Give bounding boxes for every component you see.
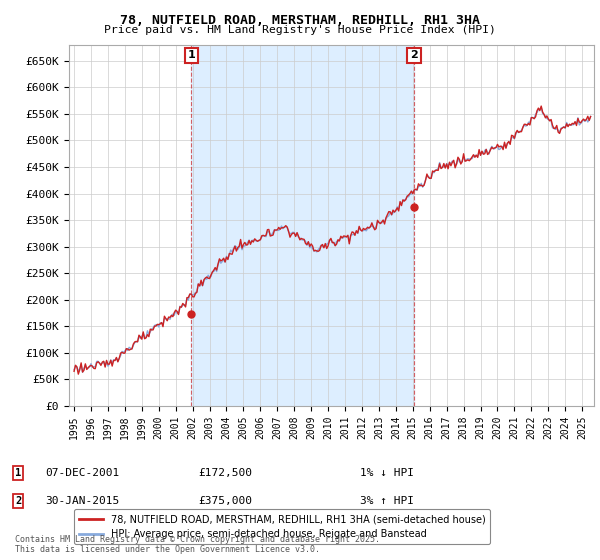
- Text: 3% ↑ HPI: 3% ↑ HPI: [360, 496, 414, 506]
- Text: 1: 1: [187, 50, 195, 60]
- Text: 1% ↓ HPI: 1% ↓ HPI: [360, 468, 414, 478]
- Text: 2: 2: [15, 496, 21, 506]
- Legend: 78, NUTFIELD ROAD, MERSTHAM, REDHILL, RH1 3HA (semi-detached house), HPI: Averag: 78, NUTFIELD ROAD, MERSTHAM, REDHILL, RH…: [74, 509, 490, 544]
- Text: 78, NUTFIELD ROAD, MERSTHAM, REDHILL, RH1 3HA: 78, NUTFIELD ROAD, MERSTHAM, REDHILL, RH…: [120, 14, 480, 27]
- Bar: [191, 45, 414, 406]
- Text: Price paid vs. HM Land Registry's House Price Index (HPI): Price paid vs. HM Land Registry's House …: [104, 25, 496, 35]
- Text: £375,000: £375,000: [198, 496, 252, 506]
- Text: 2: 2: [410, 50, 418, 60]
- Text: £172,500: £172,500: [198, 468, 252, 478]
- Text: Contains HM Land Registry data © Crown copyright and database right 2025.
This d: Contains HM Land Registry data © Crown c…: [15, 535, 380, 554]
- Text: 07-DEC-2001: 07-DEC-2001: [45, 468, 119, 478]
- Text: 30-JAN-2015: 30-JAN-2015: [45, 496, 119, 506]
- Text: 1: 1: [15, 468, 21, 478]
